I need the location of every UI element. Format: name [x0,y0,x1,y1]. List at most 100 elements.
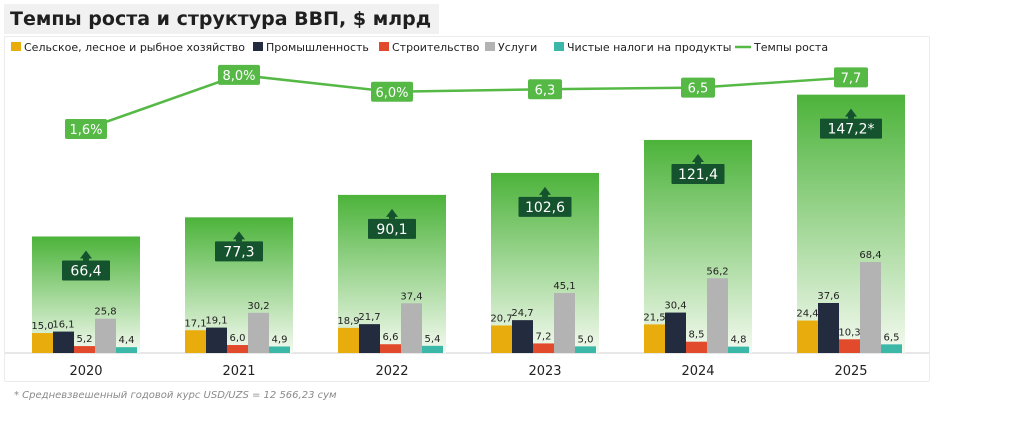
bar-value-label: 56,2 [706,266,728,277]
bar-3 [554,293,575,353]
bar-value-label: 4,4 [119,335,135,346]
bar-value-label: 5,4 [425,334,441,345]
bar-0 [491,325,512,353]
bar-1 [512,320,533,353]
growth-label-box [834,67,868,88]
bar-value-label: 21,7 [358,312,380,323]
bar-0 [185,330,206,353]
legend-swatch-2 [379,42,389,51]
bar-0 [797,320,818,353]
growth-line [85,73,852,131]
bar-value-label: 10,3 [838,327,860,338]
bar-1 [818,302,839,353]
bar-value-label: 15,0 [31,321,53,332]
bar-0 [32,333,53,353]
bar-value-label: 20,7 [490,313,512,324]
growth-value-label: 6,3 [535,83,556,98]
legend-label-1: Промышленность [266,41,369,54]
bar-4 [728,346,749,353]
bar-4 [575,346,596,353]
gdp-total-label: 121,4 [678,167,718,183]
growth-value-label: 7,7 [841,71,862,86]
x-tick-label: 2022 [375,364,408,379]
bar-value-label: 6,0 [230,333,246,344]
gdp-total-label-box [368,218,416,239]
bar-4 [116,347,137,353]
bar-value-label: 6,6 [383,332,399,343]
gdp-total-label: 102,6 [525,200,565,216]
bar-value-label: 30,4 [664,301,686,312]
growth-label-box [218,64,260,85]
bar-3 [248,312,269,353]
growth-value-label: 8,0% [222,69,255,84]
bar-2 [74,346,95,353]
bar-value-label: 7,2 [536,331,552,342]
bar-2 [686,341,707,353]
gdp-arrow-stem [236,237,242,242]
gdp-arrow-stem [542,192,548,197]
bar-value-label: 4,8 [731,335,747,346]
bar-value-label: 16,1 [52,320,74,331]
gdp-total-label-box [820,118,882,139]
gdp-total-label: 66,4 [70,263,101,279]
x-tick-label: 2020 [69,364,102,379]
bar-value-label: 30,2 [247,301,269,312]
bar-value-label: 6,5 [884,332,900,343]
growth-value-label: 6,5 [688,82,709,97]
gdp-chart: Сельское, лесное и рыбное хозяйство Промы… [5,41,929,379]
bar-3 [95,318,116,353]
growth-label-box [681,77,715,98]
legend-swatch-0 [11,42,21,51]
growth-value-label: 1,6% [69,123,102,138]
gdp-total-label: 77,3 [223,244,254,260]
bar-value-label: 8,5 [689,330,705,341]
gdp-arrow-stem [389,214,395,219]
gdp-total-label: 147,2* [827,122,874,138]
bar-0 [338,327,359,353]
legend-label-4: Чистые налоги на продукты [567,41,731,54]
legend-label-5: Темпы роста [753,41,828,54]
legend-label-2: Строительство [392,41,480,54]
bar-value-label: 17,1 [184,318,206,329]
bar-1 [53,331,74,353]
legend-label-0: Сельское, лесное и рыбное хозяйство [24,41,245,54]
legend-label-3: Услуги [498,41,537,54]
bar-4 [881,344,902,353]
legend-swatch-1 [253,42,263,51]
chart-frame: Сельское, лесное и рыбное хозяйство Промы… [4,36,930,382]
bar-value-label: 5,2 [77,334,93,345]
growth-label-box [65,118,107,139]
legend-swatch-4 [554,42,564,51]
bar-value-label: 68,4 [859,250,881,261]
bar-4 [269,346,290,353]
gdp-arrow-stem [695,159,701,164]
gdp-arrow-stem [848,114,854,119]
chart-title: Темпы роста и структура ВВП, $ млрд [10,8,432,30]
gdp-total-label-box [671,163,725,184]
bar-2 [227,345,248,353]
footnote: * Средневзвешенный годовой курс USD/UZS … [14,390,337,401]
bar-value-label: 37,6 [817,291,839,302]
bar-value-label: 45,1 [553,281,575,292]
bar-value-label: 37,4 [400,291,422,302]
gdp-total-label: 90,1 [376,222,407,238]
gdp-total-label-box [518,196,572,217]
bar-2 [533,343,554,353]
bar-3 [401,303,422,353]
bar-1 [665,312,686,353]
bar-2 [839,339,860,353]
bar-4 [422,345,443,353]
bar-2 [380,344,401,353]
growth-label-box [528,79,562,100]
bar-1 [206,327,227,353]
bar-value-label: 25,8 [94,307,116,318]
bar-value-label: 4,9 [272,334,288,345]
growth-label-box [371,81,413,102]
bar-0 [644,324,665,353]
x-tick-label: 2023 [528,364,561,379]
bar-value-label: 18,9 [337,316,359,327]
legend-swatch-3 [485,42,495,51]
gdp-arrow-stem [83,256,89,261]
bar-value-label: 5,0 [578,334,594,345]
x-tick-label: 2025 [834,364,867,379]
